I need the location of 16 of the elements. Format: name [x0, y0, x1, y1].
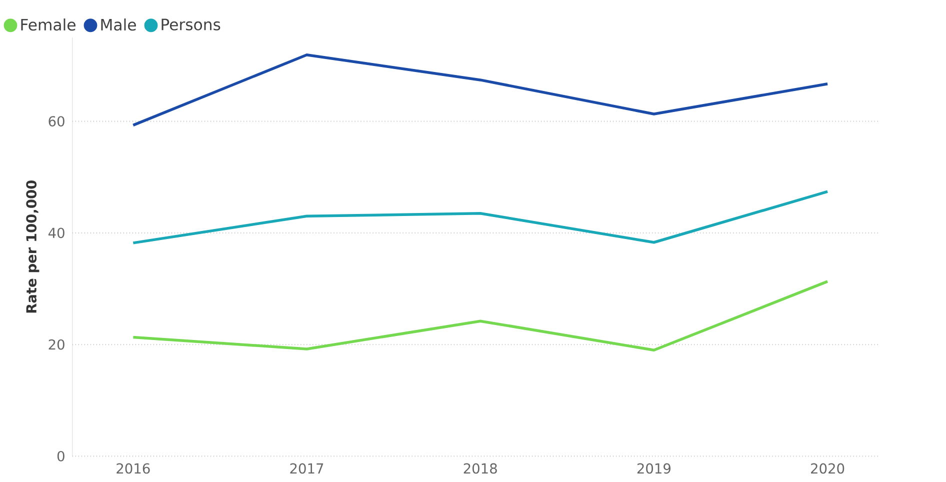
y-tick-label: 40	[48, 227, 64, 238]
x-tick-label: 2020	[811, 463, 844, 474]
x-tick-label: 2016	[116, 463, 150, 474]
y-axis-title: Rate per 100,000	[26, 180, 40, 312]
x-tick-label: 2018	[464, 463, 497, 474]
legend-label: Persons	[162, 18, 220, 30]
legend-label: Female	[21, 18, 76, 30]
line-series	[132, 190, 829, 244]
line-series	[132, 53, 829, 126]
x-tick-label: 2017	[290, 463, 324, 474]
y-tick-label: 0	[57, 450, 64, 462]
line-series	[132, 280, 829, 352]
y-tick-label: 20	[48, 339, 64, 350]
legend-label: Male	[101, 18, 136, 30]
x-tick-label: 2019	[637, 463, 670, 474]
y-tick-label: 60	[48, 116, 64, 126]
